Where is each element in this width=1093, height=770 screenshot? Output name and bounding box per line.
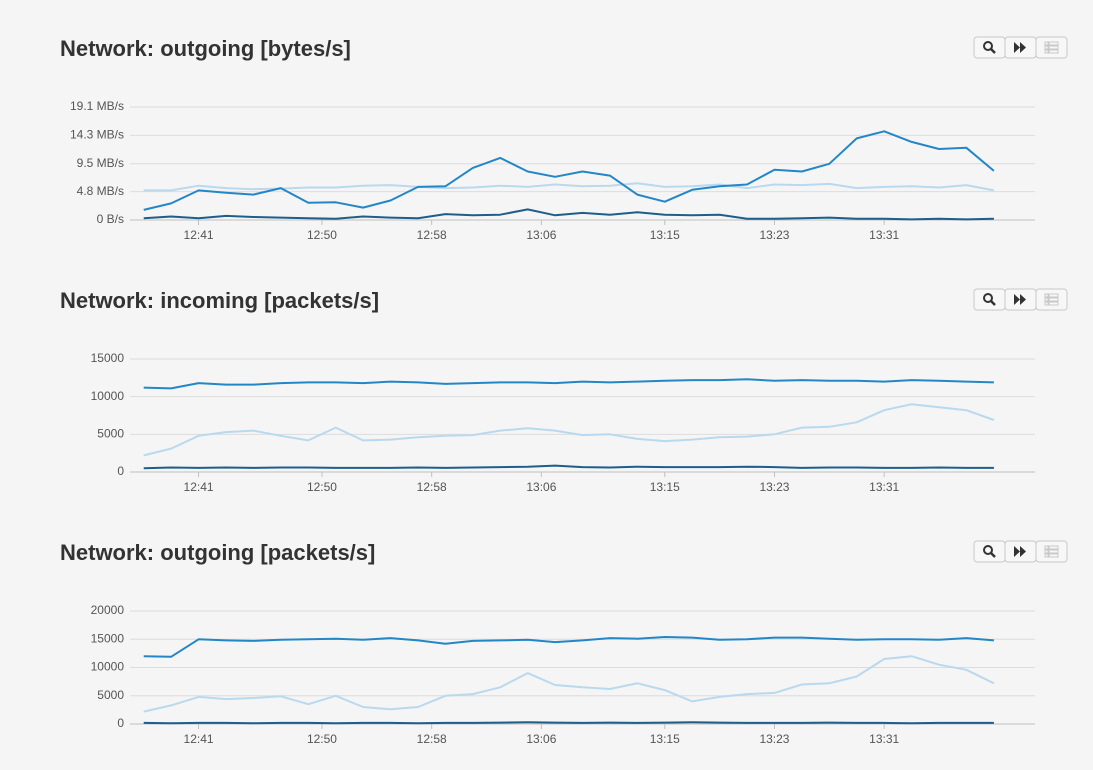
toolbar bbox=[973, 540, 1068, 563]
y-tick-label: 20000 bbox=[91, 603, 125, 617]
series-line bbox=[143, 464, 994, 470]
y-tick-label: 10000 bbox=[91, 389, 125, 403]
y-tick-label: 0 bbox=[117, 464, 124, 478]
y-tick-label: 4.8 MB/s bbox=[77, 184, 124, 198]
series-line bbox=[143, 208, 994, 221]
button-frame bbox=[973, 288, 1006, 311]
toolbar-button[interactable] bbox=[973, 540, 1006, 563]
x-tick-label: 12:50 bbox=[307, 732, 337, 746]
x-tick-label: 12:41 bbox=[184, 480, 214, 494]
x-tick-label: 12:50 bbox=[307, 228, 337, 242]
series-line bbox=[143, 182, 995, 192]
x-tick-label: 13:15 bbox=[650, 228, 680, 242]
button-frame bbox=[973, 540, 1006, 563]
chart-title: Network: outgoing [bytes/s] bbox=[60, 36, 351, 61]
x-tick-label: 13:15 bbox=[650, 480, 680, 494]
toolbar-button[interactable] bbox=[1035, 540, 1068, 563]
series-line bbox=[143, 655, 995, 713]
toolbar bbox=[973, 288, 1068, 311]
series-line bbox=[143, 721, 994, 725]
toolbar-button[interactable] bbox=[1004, 36, 1037, 59]
x-tick-label: 12:58 bbox=[417, 480, 447, 494]
x-tick-label: 12:50 bbox=[307, 480, 337, 494]
y-tick-label: 9.5 MB/s bbox=[77, 156, 124, 170]
x-tick-label: 13:06 bbox=[526, 732, 556, 746]
series-line bbox=[143, 130, 995, 211]
x-tick-label: 12:41 bbox=[184, 228, 214, 242]
x-tick-label: 13:31 bbox=[869, 732, 899, 746]
y-tick-label: 0 bbox=[117, 716, 124, 730]
x-tick-label: 13:06 bbox=[526, 228, 556, 242]
x-tick-label: 12:58 bbox=[417, 732, 447, 746]
toolbar bbox=[973, 36, 1068, 59]
x-tick-label: 13:06 bbox=[526, 480, 556, 494]
y-tick-label: 14.3 MB/s bbox=[70, 128, 124, 142]
y-tick-label: 19.1 MB/s bbox=[70, 99, 124, 113]
x-tick-label: 13:15 bbox=[650, 732, 680, 746]
series-line bbox=[143, 636, 994, 658]
y-tick-label: 10000 bbox=[91, 660, 125, 674]
button-frame bbox=[973, 36, 1006, 59]
x-tick-label: 13:23 bbox=[759, 480, 789, 494]
y-tick-label: 5000 bbox=[97, 688, 124, 702]
x-tick-label: 12:41 bbox=[184, 732, 214, 746]
x-tick-label: 13:31 bbox=[869, 228, 899, 242]
y-tick-label: 15000 bbox=[91, 631, 125, 645]
toolbar-button[interactable] bbox=[1004, 288, 1037, 311]
toolbar-button[interactable] bbox=[973, 36, 1006, 59]
chart-title: Network: outgoing [packets/s] bbox=[60, 540, 375, 565]
chart-title: Network: incoming [packets/s] bbox=[60, 288, 379, 313]
series-line bbox=[143, 378, 994, 390]
toolbar-button[interactable] bbox=[1035, 36, 1068, 59]
series-line bbox=[143, 403, 995, 457]
y-tick-label: 5000 bbox=[97, 427, 124, 441]
x-tick-label: 13:31 bbox=[869, 480, 899, 494]
toolbar-button[interactable] bbox=[1035, 288, 1068, 311]
x-tick-label: 13:23 bbox=[759, 732, 789, 746]
x-tick-label: 12:58 bbox=[417, 228, 447, 242]
y-tick-label: 0 B/s bbox=[97, 212, 124, 226]
y-tick-label: 15000 bbox=[91, 351, 125, 365]
toolbar-button[interactable] bbox=[1004, 540, 1037, 563]
x-tick-label: 13:23 bbox=[759, 228, 789, 242]
toolbar-button[interactable] bbox=[973, 288, 1006, 311]
